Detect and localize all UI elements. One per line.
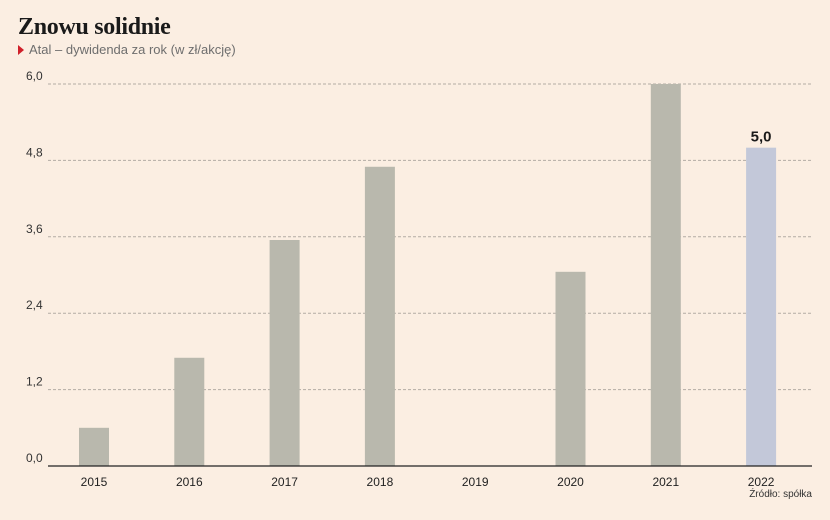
chart-title: Znowu solidnie bbox=[18, 14, 171, 40]
bar bbox=[364, 166, 395, 466]
chart-subtitle: Atal – dywidenda za rok (w zł/akcję) bbox=[18, 42, 236, 57]
x-tick-label: 2022 bbox=[748, 475, 775, 489]
x-tick-label: 2015 bbox=[81, 475, 108, 489]
y-tick-label: 2,4 bbox=[26, 298, 43, 312]
data-label: 5,0 bbox=[751, 129, 772, 146]
y-tick-label: 1,2 bbox=[26, 375, 43, 389]
x-tick-label: 2019 bbox=[462, 475, 489, 489]
bar bbox=[174, 357, 205, 466]
triangle-marker-icon bbox=[18, 44, 24, 55]
y-tick-label: 4,8 bbox=[26, 145, 43, 159]
bar bbox=[79, 427, 109, 466]
y-tick-label: 0,0 bbox=[26, 451, 43, 465]
bar bbox=[746, 147, 777, 466]
y-tick-label: 3,6 bbox=[26, 222, 43, 236]
y-tick-label: 6,0 bbox=[26, 69, 43, 83]
subtitle-text: Atal – dywidenda za rok (w zł/akcję) bbox=[29, 42, 236, 57]
bar bbox=[650, 84, 681, 466]
x-tick-label: 2018 bbox=[367, 475, 394, 489]
x-tick-label: 2021 bbox=[652, 475, 679, 489]
x-tick-label: 2020 bbox=[557, 475, 584, 489]
bar bbox=[555, 271, 586, 466]
x-tick-label: 2017 bbox=[271, 475, 298, 489]
bar bbox=[269, 239, 300, 466]
x-tick-label: 2016 bbox=[176, 475, 203, 489]
source-note: Źródło: spółka bbox=[749, 489, 812, 500]
